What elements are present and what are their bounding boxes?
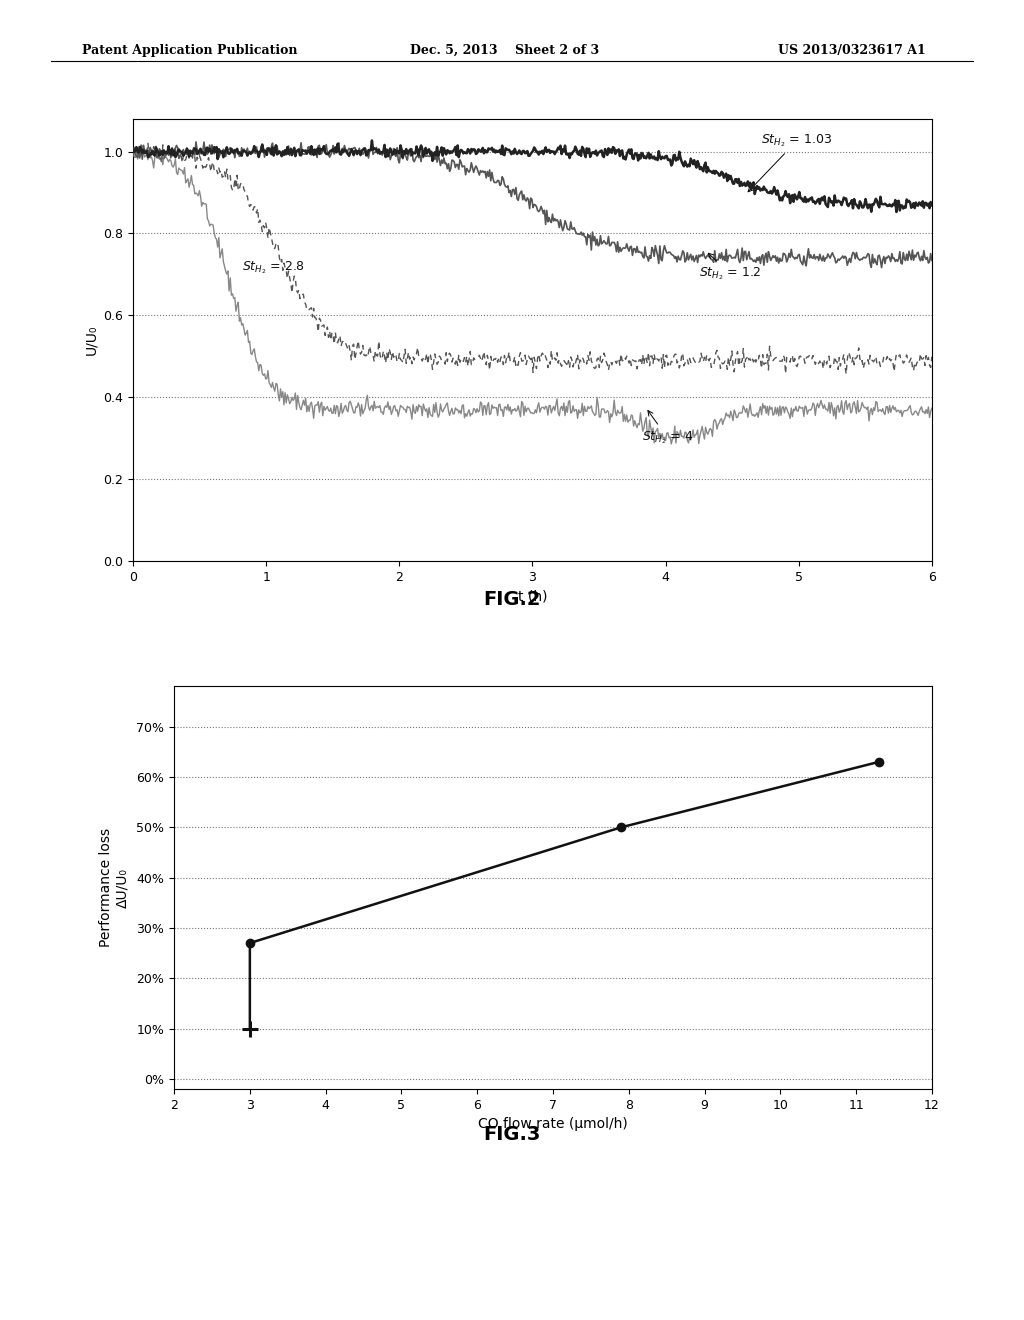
Y-axis label: Performance loss
ΔU/U₀: Performance loss ΔU/U₀ xyxy=(99,828,129,948)
Text: $St_{H_2}$ = 1.03: $St_{H_2}$ = 1.03 xyxy=(749,132,833,191)
Text: $St_{H_2}$ = 1.2: $St_{H_2}$ = 1.2 xyxy=(698,253,761,282)
Text: FIG.2: FIG.2 xyxy=(483,590,541,609)
X-axis label: CO flow rate (μmol/h): CO flow rate (μmol/h) xyxy=(478,1117,628,1131)
Text: US 2013/0323617 A1: US 2013/0323617 A1 xyxy=(778,44,926,57)
Text: Patent Application Publication: Patent Application Publication xyxy=(82,44,297,57)
Text: Dec. 5, 2013    Sheet 2 of 3: Dec. 5, 2013 Sheet 2 of 3 xyxy=(410,44,599,57)
Text: FIG.3: FIG.3 xyxy=(483,1125,541,1143)
Text: $St_{H_2}$ = 2.8: $St_{H_2}$ = 2.8 xyxy=(243,259,305,276)
X-axis label: t (h): t (h) xyxy=(518,589,547,603)
Y-axis label: U/U₀: U/U₀ xyxy=(84,325,98,355)
Text: $St_{H_2}$ = 4: $St_{H_2}$ = 4 xyxy=(642,411,693,446)
